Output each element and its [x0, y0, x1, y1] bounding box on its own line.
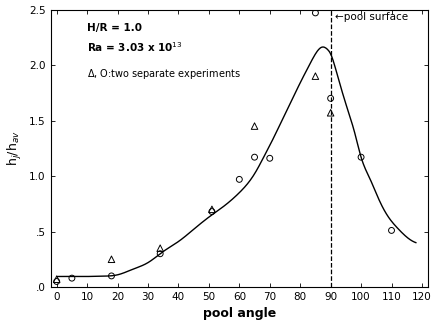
- Point: [388, 228, 395, 233]
- Point: [53, 279, 60, 284]
- Point: [266, 156, 273, 161]
- X-axis label: pool angle: pool angle: [203, 307, 276, 320]
- Text: Ra = 3.03 x 10$^{13}$: Ra = 3.03 x 10$^{13}$: [87, 41, 183, 54]
- Point: [157, 245, 164, 251]
- Point: [108, 273, 115, 278]
- Point: [357, 155, 364, 160]
- Point: [312, 10, 319, 16]
- Point: [208, 207, 215, 212]
- Point: [53, 277, 60, 282]
- Point: [208, 209, 215, 214]
- Point: [251, 124, 258, 129]
- Point: [157, 251, 164, 256]
- Text: ←pool surface: ←pool surface: [335, 12, 408, 22]
- Point: [251, 155, 258, 160]
- Point: [236, 177, 243, 182]
- Y-axis label: h$_j$/h$_{av}$: h$_j$/h$_{av}$: [6, 130, 24, 166]
- Point: [312, 74, 319, 79]
- Point: [108, 257, 115, 262]
- Text: H/R = 1.0: H/R = 1.0: [87, 23, 142, 33]
- Point: [327, 110, 334, 115]
- Point: [327, 96, 334, 101]
- Text: $\Delta$, O:two separate experiments: $\Delta$, O:two separate experiments: [87, 67, 241, 81]
- Point: [68, 275, 75, 281]
